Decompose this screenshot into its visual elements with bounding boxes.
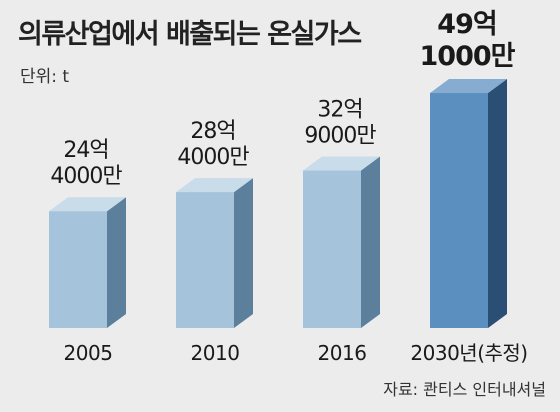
chart-title: 의류산업에서 배출되는 온실가스	[18, 19, 362, 50]
bar-top-face	[303, 156, 380, 171]
category-label-2005: 2005	[64, 341, 113, 365]
bar-2030년(추정)	[430, 79, 507, 329]
value-label-2030년(추정): 49억 1000만	[420, 9, 516, 72]
bar-side-face	[488, 79, 507, 329]
bar-side-face	[107, 197, 126, 328]
category-label-2016: 2016	[318, 341, 367, 365]
bar-front-face	[49, 211, 107, 328]
unit-label: 단위: t	[20, 67, 70, 87]
bar-2005	[49, 197, 126, 328]
bar-side-face	[361, 156, 380, 328]
category-label-2010: 2010	[191, 341, 240, 365]
category-label-2030년(추정): 2030년(추정)	[410, 341, 527, 365]
value-label-2016: 32억 9000만	[304, 98, 376, 149]
bar-2010	[176, 178, 253, 328]
bar-front-face	[176, 192, 234, 328]
bar-front-face	[303, 170, 361, 328]
bar-front-face	[430, 93, 488, 329]
source-note: 자료: 콴티스 인터내셔널	[383, 380, 546, 399]
bar-2016	[303, 156, 380, 328]
bar-top-face	[430, 79, 507, 94]
bar-top-face	[176, 178, 253, 193]
bar-top-face	[49, 197, 126, 212]
bar-side-face	[234, 178, 253, 328]
value-label-2005: 24억 4000만	[50, 138, 122, 189]
value-label-2010: 28억 4000만	[177, 119, 249, 170]
